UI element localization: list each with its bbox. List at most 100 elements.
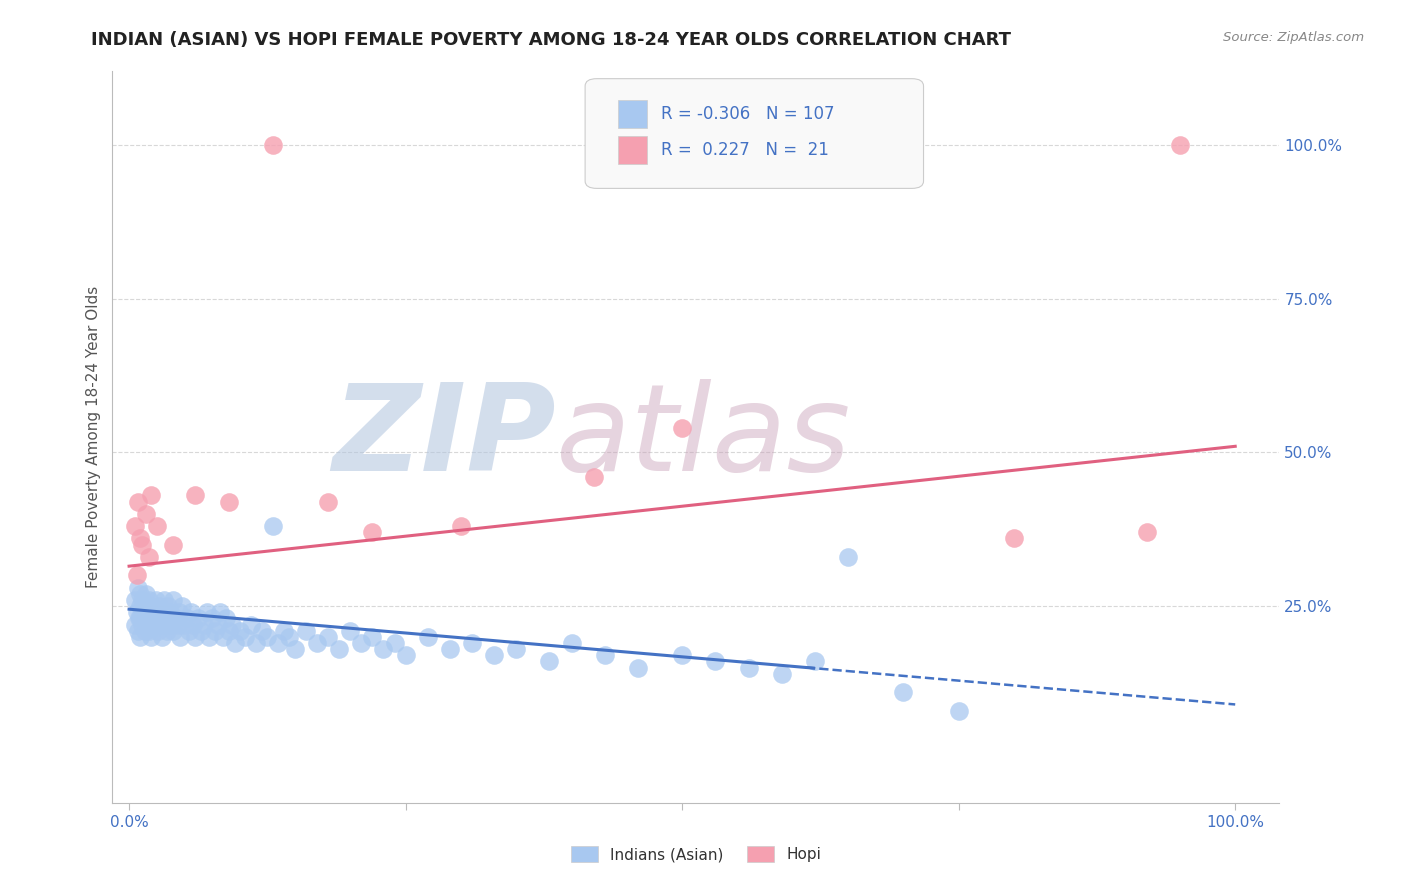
Point <box>384 636 406 650</box>
Point <box>129 611 152 625</box>
Point <box>560 636 582 650</box>
Point <box>582 470 605 484</box>
FancyBboxPatch shape <box>617 100 647 128</box>
Point <box>221 617 243 632</box>
Point <box>482 648 505 663</box>
Point <box>184 630 207 644</box>
Point <box>141 599 163 613</box>
Point <box>177 624 200 638</box>
Point <box>361 630 384 644</box>
FancyBboxPatch shape <box>617 136 647 164</box>
Point <box>262 519 284 533</box>
Point <box>127 624 149 638</box>
Point <box>124 617 146 632</box>
Point <box>139 611 162 625</box>
Point <box>124 519 146 533</box>
Point <box>416 630 439 644</box>
Point <box>132 605 155 619</box>
Point <box>197 630 219 644</box>
Point <box>224 636 246 650</box>
Point <box>316 630 339 644</box>
Point <box>215 611 238 625</box>
Point <box>162 624 184 638</box>
Point <box>212 630 235 644</box>
Point <box>505 642 527 657</box>
Legend: Indians (Asian), Hopi: Indians (Asian), Hopi <box>565 840 827 868</box>
Point <box>439 642 461 657</box>
Point <box>125 568 148 582</box>
Point <box>1136 525 1159 540</box>
Point <box>128 611 150 625</box>
Point <box>136 605 159 619</box>
Point <box>169 630 191 644</box>
Point <box>141 488 163 502</box>
Point <box>145 519 167 533</box>
Point <box>671 421 693 435</box>
Point <box>134 624 156 638</box>
Point <box>262 138 284 153</box>
FancyBboxPatch shape <box>585 78 924 188</box>
Point <box>284 642 307 657</box>
Point <box>138 624 160 638</box>
Point <box>157 611 180 625</box>
Point <box>148 599 170 613</box>
Point <box>737 660 759 674</box>
Point <box>256 630 278 644</box>
Point <box>129 599 152 613</box>
Point <box>239 617 262 632</box>
Point <box>627 660 650 674</box>
Point <box>155 617 177 632</box>
Point <box>129 630 152 644</box>
Point <box>204 624 226 638</box>
Point <box>138 593 160 607</box>
Point <box>138 549 160 564</box>
Point <box>208 605 231 619</box>
Point <box>176 611 198 625</box>
Point <box>127 494 149 508</box>
Point <box>142 605 165 619</box>
Point <box>804 655 827 669</box>
Point <box>129 587 152 601</box>
Point <box>184 488 207 502</box>
Point <box>146 624 169 638</box>
Point <box>160 617 183 632</box>
Point <box>461 636 484 650</box>
Text: Source: ZipAtlas.com: Source: ZipAtlas.com <box>1223 31 1364 45</box>
Point <box>273 624 295 638</box>
Point <box>245 636 267 650</box>
Point <box>373 642 395 657</box>
Point <box>143 617 166 632</box>
Point <box>307 636 329 650</box>
Point <box>195 605 218 619</box>
Point <box>165 611 187 625</box>
Point <box>704 655 727 669</box>
Point <box>267 636 290 650</box>
Point <box>187 611 209 625</box>
Point <box>145 611 167 625</box>
Point <box>152 611 174 625</box>
Text: R =  0.227   N =  21: R = 0.227 N = 21 <box>661 141 828 160</box>
Point <box>837 549 859 564</box>
Y-axis label: Female Poverty Among 18-24 Year Olds: Female Poverty Among 18-24 Year Olds <box>86 286 101 588</box>
Point <box>162 593 184 607</box>
Point <box>193 617 215 632</box>
Point <box>156 599 179 613</box>
Point <box>1002 532 1025 546</box>
Point <box>201 611 224 625</box>
Point <box>450 519 472 533</box>
Point <box>173 617 195 632</box>
Point <box>135 507 157 521</box>
Point <box>278 630 301 644</box>
Point <box>131 593 153 607</box>
Point <box>141 630 163 644</box>
Point <box>181 617 204 632</box>
Point <box>233 630 256 644</box>
Point <box>162 538 184 552</box>
Point <box>131 617 153 632</box>
Point <box>339 624 361 638</box>
Point <box>250 624 273 638</box>
Point <box>166 617 188 632</box>
Point <box>159 605 181 619</box>
Point <box>131 538 153 552</box>
Point <box>150 605 173 619</box>
